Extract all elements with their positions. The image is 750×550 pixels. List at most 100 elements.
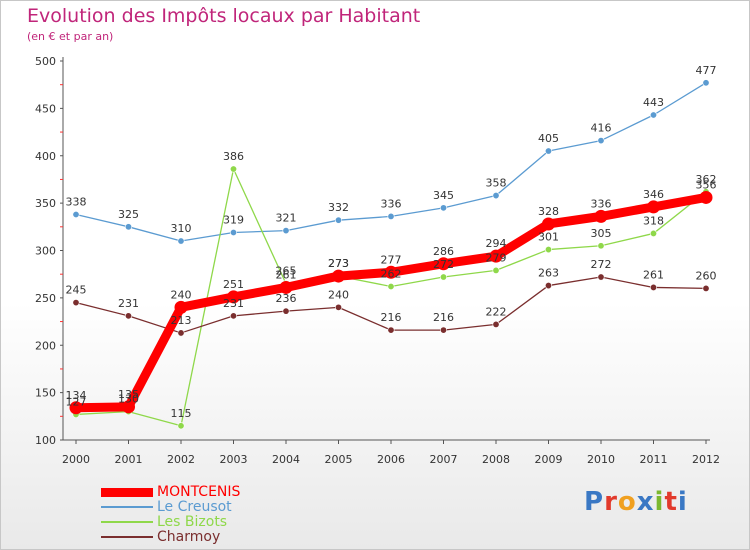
data-point-montcenis [384,265,398,279]
data-point-charmoy [649,283,657,291]
data-point-le-creusot [334,216,342,224]
data-label-les-bizots: 272 [433,258,454,271]
logo-letter: r [604,487,618,517]
y-tick-label: 350 [35,197,56,210]
data-label-montcenis: 328 [538,205,559,218]
x-tick-label: 2011 [640,453,668,466]
data-point-charmoy [177,329,185,337]
data-point-les-bizots [230,165,238,173]
data-label-les-bizots: 127 [66,395,87,408]
logo-letter: P [584,487,605,517]
x-tick-label: 2010 [587,453,615,466]
data-label-les-bizots: 386 [223,150,244,163]
data-point-le-creusot [544,147,552,155]
y-tick-label: 100 [35,434,56,447]
legend-swatch-montcenis [101,488,153,497]
data-point-charmoy [230,312,238,320]
data-label-les-bizots: 279 [486,251,507,264]
data-label-charmoy: 231 [223,297,244,310]
y-tick-label: 250 [35,292,56,305]
logo-letter: x [636,487,655,517]
y-tick-label: 500 [35,55,56,68]
chart-axes: 100 150 200 250 300 350 400 450 500 2000 2001 2002 2… [35,55,720,466]
data-label-le-creusot: 325 [118,208,139,221]
data-point-montcenis [699,190,713,204]
data-label-le-creusot: 319 [223,213,244,226]
data-point-montcenis [647,200,660,214]
x-tick-label: 2005 [325,453,353,466]
data-label-charmoy: 245 [66,284,87,297]
legend-swatch-le-creusot [101,506,153,508]
data-point-les-bizots [544,246,552,254]
data-point-les-bizots [597,242,605,250]
logo-letter: i [654,487,665,517]
data-label-les-bizots: 318 [643,214,664,227]
data-point-montcenis [69,401,83,415]
data-label-les-bizots: 265 [276,265,297,278]
data-point-charmoy [492,320,500,328]
data-label-montcenis: 135 [118,388,139,401]
data-label-le-creusot: 338 [66,195,87,208]
data-label-charmoy: 272 [591,258,612,271]
data-label-charmoy: 213 [171,314,192,327]
data-point-le-creusot [125,223,133,231]
data-point-charmoy [334,303,342,311]
data-label-montcenis: 273 [328,257,349,270]
data-label-le-creusot: 310 [171,222,192,235]
data-label-montcenis: 286 [433,245,454,258]
legend-label-les-bizots: Les Bizots [157,514,228,530]
data-point-charmoy [282,307,290,315]
data-label-montcenis: 277 [381,253,402,266]
data-point-le-creusot [649,111,657,119]
data-label-le-creusot: 332 [328,201,349,214]
data-label-le-creusot: 358 [486,177,507,190]
data-label-charmoy: 222 [486,305,507,318]
x-tick-label: 2001 [115,453,143,466]
data-point-charmoy [125,312,133,320]
data-label-les-bizots: 273 [328,257,349,270]
logo-letter: t [664,487,678,517]
x-tick-label: 2012 [692,453,720,466]
data-point-charmoy [72,299,80,307]
data-point-montcenis [594,209,608,223]
data-point-charmoy [387,326,395,334]
data-label-charmoy: 240 [328,288,349,301]
x-tick-label: 2003 [220,453,248,466]
data-point-le-creusot [702,79,710,87]
data-label-charmoy: 263 [538,267,559,280]
y-tick-label: 450 [35,102,56,115]
data-label-le-creusot: 477 [696,64,717,77]
data-point-montcenis [227,290,240,304]
x-tick-label: 2002 [167,453,195,466]
chart-subtitle: (en € et par an) [27,30,114,43]
data-point-charmoy [597,273,605,281]
data-label-le-creusot: 416 [591,122,612,135]
data-label-montcenis: 336 [591,197,612,210]
data-label-montcenis: 251 [223,278,244,291]
data-label-montcenis: 346 [643,188,664,201]
data-label-montcenis: 294 [486,237,507,250]
data-point-montcenis [332,269,345,283]
data-labels: 338 325 310 319 321 332 336 345 358 405 416 443 477 1… [66,64,717,420]
data-label-le-creusot: 405 [538,132,559,145]
data-label-charmoy: 231 [118,297,139,310]
data-label-montcenis: 240 [171,288,192,301]
data-label-montcenis: 261 [276,268,297,281]
data-label-charmoy: 216 [433,311,454,324]
data-point-charmoy [439,326,447,334]
data-point-le-creusot [230,228,238,236]
y-tick-label: 200 [35,339,56,352]
data-point-le-creusot [387,212,395,220]
series-points [69,79,713,430]
legend-swatch-charmoy [101,536,153,538]
data-point-les-bizots [439,273,447,281]
proxiti-logo: Proxiti [584,487,688,517]
data-label-le-creusot: 345 [433,189,454,202]
logo-letter: i [677,487,688,517]
y-tick-label: 400 [35,150,56,163]
x-tick-label: 2006 [377,453,405,466]
data-label-le-creusot: 443 [643,96,664,109]
data-label-les-bizots: 115 [171,407,192,420]
